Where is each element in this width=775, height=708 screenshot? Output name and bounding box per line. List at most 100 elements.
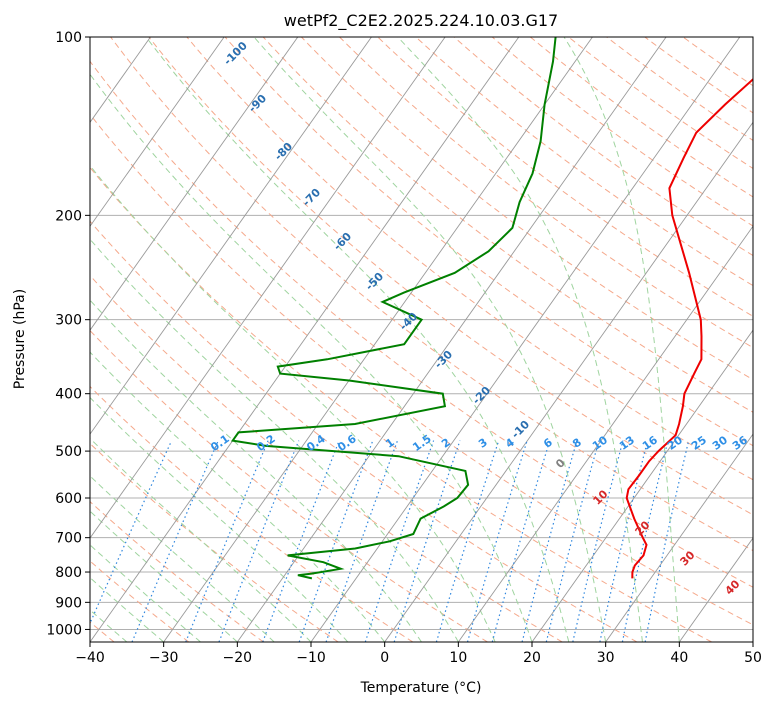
dry-adiabat-label: -40 xyxy=(397,310,420,333)
mixing-ratio-line xyxy=(599,440,649,642)
x-tick-label: −40 xyxy=(75,650,105,666)
dry-adiabat xyxy=(339,37,753,349)
plot-area: 0.1 0.2 0.4 0.6 1 1.5 2 3 4 6 8 10 13 16 20 25 30 36-100-… xyxy=(0,37,753,642)
chart-title: wetPf2_C2E2.2025.224.10.03.G17 xyxy=(284,11,558,31)
y-tick-label: 400 xyxy=(55,387,82,403)
dry-adiabat xyxy=(377,37,753,317)
y-tick-label: 300 xyxy=(55,313,82,329)
dewpoint-profile xyxy=(230,37,557,580)
moist-adiabat xyxy=(145,37,570,642)
isotherm xyxy=(752,641,753,642)
mixing-ratio-line xyxy=(325,440,399,642)
mixing-ratio-line xyxy=(572,440,624,642)
dry-adiabat xyxy=(90,274,563,642)
dry-adiabat xyxy=(148,37,753,516)
isotherm xyxy=(531,329,753,642)
mixing-ratio-line xyxy=(131,440,219,642)
dry-adiabat xyxy=(301,37,753,381)
moist-adiabat xyxy=(90,475,275,642)
dry-adiabat-label: 40 xyxy=(723,577,743,597)
y-tick-label: 800 xyxy=(55,565,82,581)
mixing-ratio-label: 8 xyxy=(570,436,584,451)
moist-adiabat xyxy=(90,238,459,642)
x-axis-ticks: −40 −30 −20 −10 0 10 20 30 40 50 xyxy=(75,642,762,666)
mixing-ratio-line xyxy=(545,440,600,642)
isotherm xyxy=(90,37,299,331)
dry-adiabat xyxy=(415,37,753,287)
isotherm xyxy=(678,537,753,642)
mixing-ratio-label: 36 xyxy=(730,433,750,453)
moist-adiabat xyxy=(563,37,680,642)
mixing-ratio-lines xyxy=(90,440,690,642)
x-axis-label: Temperature (°C) xyxy=(360,680,482,696)
moist-adiabat xyxy=(90,437,312,642)
sounding-profiles xyxy=(230,37,753,580)
mixing-ratio-line xyxy=(466,440,528,642)
y-axis-ticks: 100 200 300 400 500 600 700 800 900 1000 xyxy=(46,30,90,638)
isotherm xyxy=(90,37,372,435)
dry-adiabat xyxy=(224,37,753,447)
isotherm xyxy=(90,37,446,539)
dry-adiabat-label: -70 xyxy=(300,186,323,209)
y-axis-label: Pressure (hPa) xyxy=(12,289,28,389)
temperature-profile xyxy=(625,77,753,579)
x-tick-label: −20 xyxy=(223,650,253,666)
mixing-ratio-line xyxy=(90,440,173,625)
dry-adiabat xyxy=(644,37,753,114)
dry-adiabat-label: -20 xyxy=(470,384,493,407)
mixing-ratio-line xyxy=(521,440,578,642)
mixing-ratio-line xyxy=(298,440,374,642)
mixing-ratio-line xyxy=(364,440,435,642)
moist-adiabat xyxy=(90,351,386,642)
moist-adiabat xyxy=(90,510,238,642)
dry-adiabat-label: 30 xyxy=(678,548,698,568)
y-tick-label: 900 xyxy=(55,595,82,611)
dry-adiabat-label: -50 xyxy=(363,270,386,293)
mixing-ratio-label: 2 xyxy=(439,436,453,451)
mixing-ratio-label: 6 xyxy=(541,435,555,450)
dry-adiabat xyxy=(453,37,753,257)
isotherm xyxy=(605,433,753,642)
dry-adiabat-label: -60 xyxy=(331,230,354,253)
dry-adiabat xyxy=(90,113,753,626)
dry-adiabat-label: -100 xyxy=(221,39,250,68)
dry-adiabat xyxy=(90,60,753,588)
dry-adiabat xyxy=(529,37,753,198)
dry-adiabat-label: -10 xyxy=(509,418,532,441)
isotherm xyxy=(0,37,3,642)
isotherm xyxy=(384,121,753,642)
dry-adiabat xyxy=(90,442,339,642)
y-tick-label: 700 xyxy=(55,531,82,547)
y-tick-label: 100 xyxy=(55,30,82,46)
moist-adiabat xyxy=(397,37,643,642)
mixing-ratio-label: 1 xyxy=(383,436,397,451)
x-tick-label: 0 xyxy=(380,650,389,666)
moist-adiabat xyxy=(90,73,533,642)
overlay-labels: 0.1 0.2 0.4 0.6 1 1.5 2 3 4 6 8 10 13 16 20 25 30 36-100-… xyxy=(208,39,750,598)
x-tick-label: 40 xyxy=(670,650,688,666)
mixing-ratio-label: 13 xyxy=(617,433,637,452)
mixing-ratio-label: 16 xyxy=(640,433,660,453)
dry-adiabat xyxy=(90,500,264,642)
mixing-ratio-line xyxy=(435,440,500,642)
isotherm xyxy=(163,37,593,642)
mixing-ratio-label: 3 xyxy=(476,436,490,451)
mixing-ratio-label: 25 xyxy=(689,433,709,452)
x-tick-label: −30 xyxy=(149,650,179,666)
x-tick-label: 30 xyxy=(597,650,615,666)
moist-adiabat xyxy=(90,164,496,642)
x-tick-label: 50 xyxy=(744,650,762,666)
mixing-ratio-label: 30 xyxy=(710,433,730,453)
isotherm xyxy=(90,37,520,642)
moist-adiabats xyxy=(90,37,680,642)
y-tick-label: 500 xyxy=(55,444,82,460)
x-tick-label: 20 xyxy=(523,650,541,666)
x-tick-label: −10 xyxy=(296,650,326,666)
mixing-ratio-line xyxy=(218,440,300,642)
dry-adiabat xyxy=(606,37,753,141)
y-tick-label: 600 xyxy=(55,491,82,507)
moist-adiabat xyxy=(90,544,201,642)
dry-adiabats xyxy=(90,37,753,642)
dry-adiabat xyxy=(262,37,753,413)
